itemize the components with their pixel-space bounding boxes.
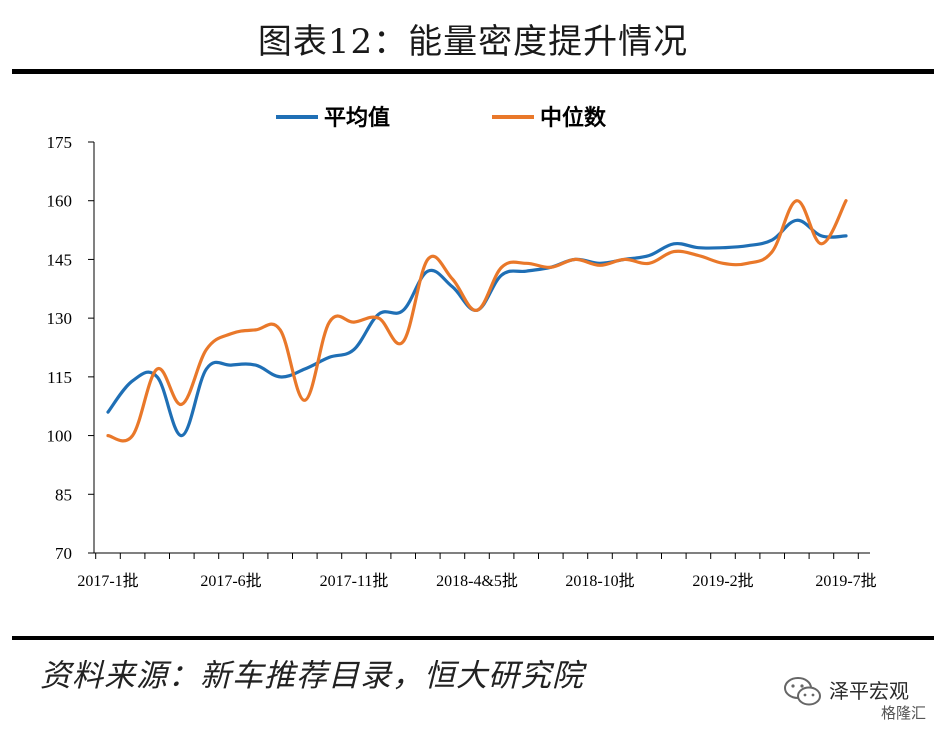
footer-divider — [12, 636, 934, 640]
x-tick-label: 2017-11批 — [320, 572, 389, 590]
watermark-sub: 格隆汇 — [881, 704, 927, 722]
x-tick-label: 2019-2批 — [692, 572, 753, 590]
y-tick-label: 175 — [47, 133, 73, 152]
chart-series — [106, 199, 848, 443]
watermark-text: 泽平宏观 — [829, 679, 909, 703]
line-chart: 平均值 中位数 70 85 100 115 130 145 160 175 2017-1批 2017… — [47, 105, 877, 590]
y-tick-label: 130 — [47, 309, 73, 328]
legend-label-2: 中位数 — [540, 105, 607, 130]
y-tick-label: 70 — [55, 544, 72, 563]
y-tick-label: 145 — [47, 250, 73, 269]
y-tick-label: 115 — [47, 368, 72, 387]
page-title: 图表12：能量密度提升情况 — [257, 22, 689, 62]
y-tick-label: 85 — [55, 485, 72, 504]
chart-legend: 平均值 中位数 — [276, 105, 607, 130]
x-tick-label: 2017-6批 — [200, 572, 261, 590]
x-tick-label: 2017-1批 — [77, 572, 138, 590]
watermark: 泽平宏观 格隆汇 — [783, 675, 943, 725]
y-tick-label: 100 — [47, 427, 73, 446]
x-tick-label: 2018-10批 — [565, 572, 634, 590]
title-divider — [12, 69, 934, 74]
series-line-2 — [106, 199, 848, 443]
y-tick-label: 160 — [47, 192, 73, 211]
legend-label-1: 平均值 — [324, 105, 390, 130]
x-tick-label: 2019-7批 — [815, 572, 876, 590]
source-note: 资料来源：新车推荐目录，恒大研究院 — [40, 658, 584, 694]
wechat-icon — [784, 677, 821, 706]
series-line-1 — [106, 218, 848, 438]
x-tick-label: 2018-4&5批 — [436, 572, 518, 590]
chart-axes: 70 85 100 115 130 145 160 175 2017-1批 2017-6批 2017… — [47, 133, 877, 590]
